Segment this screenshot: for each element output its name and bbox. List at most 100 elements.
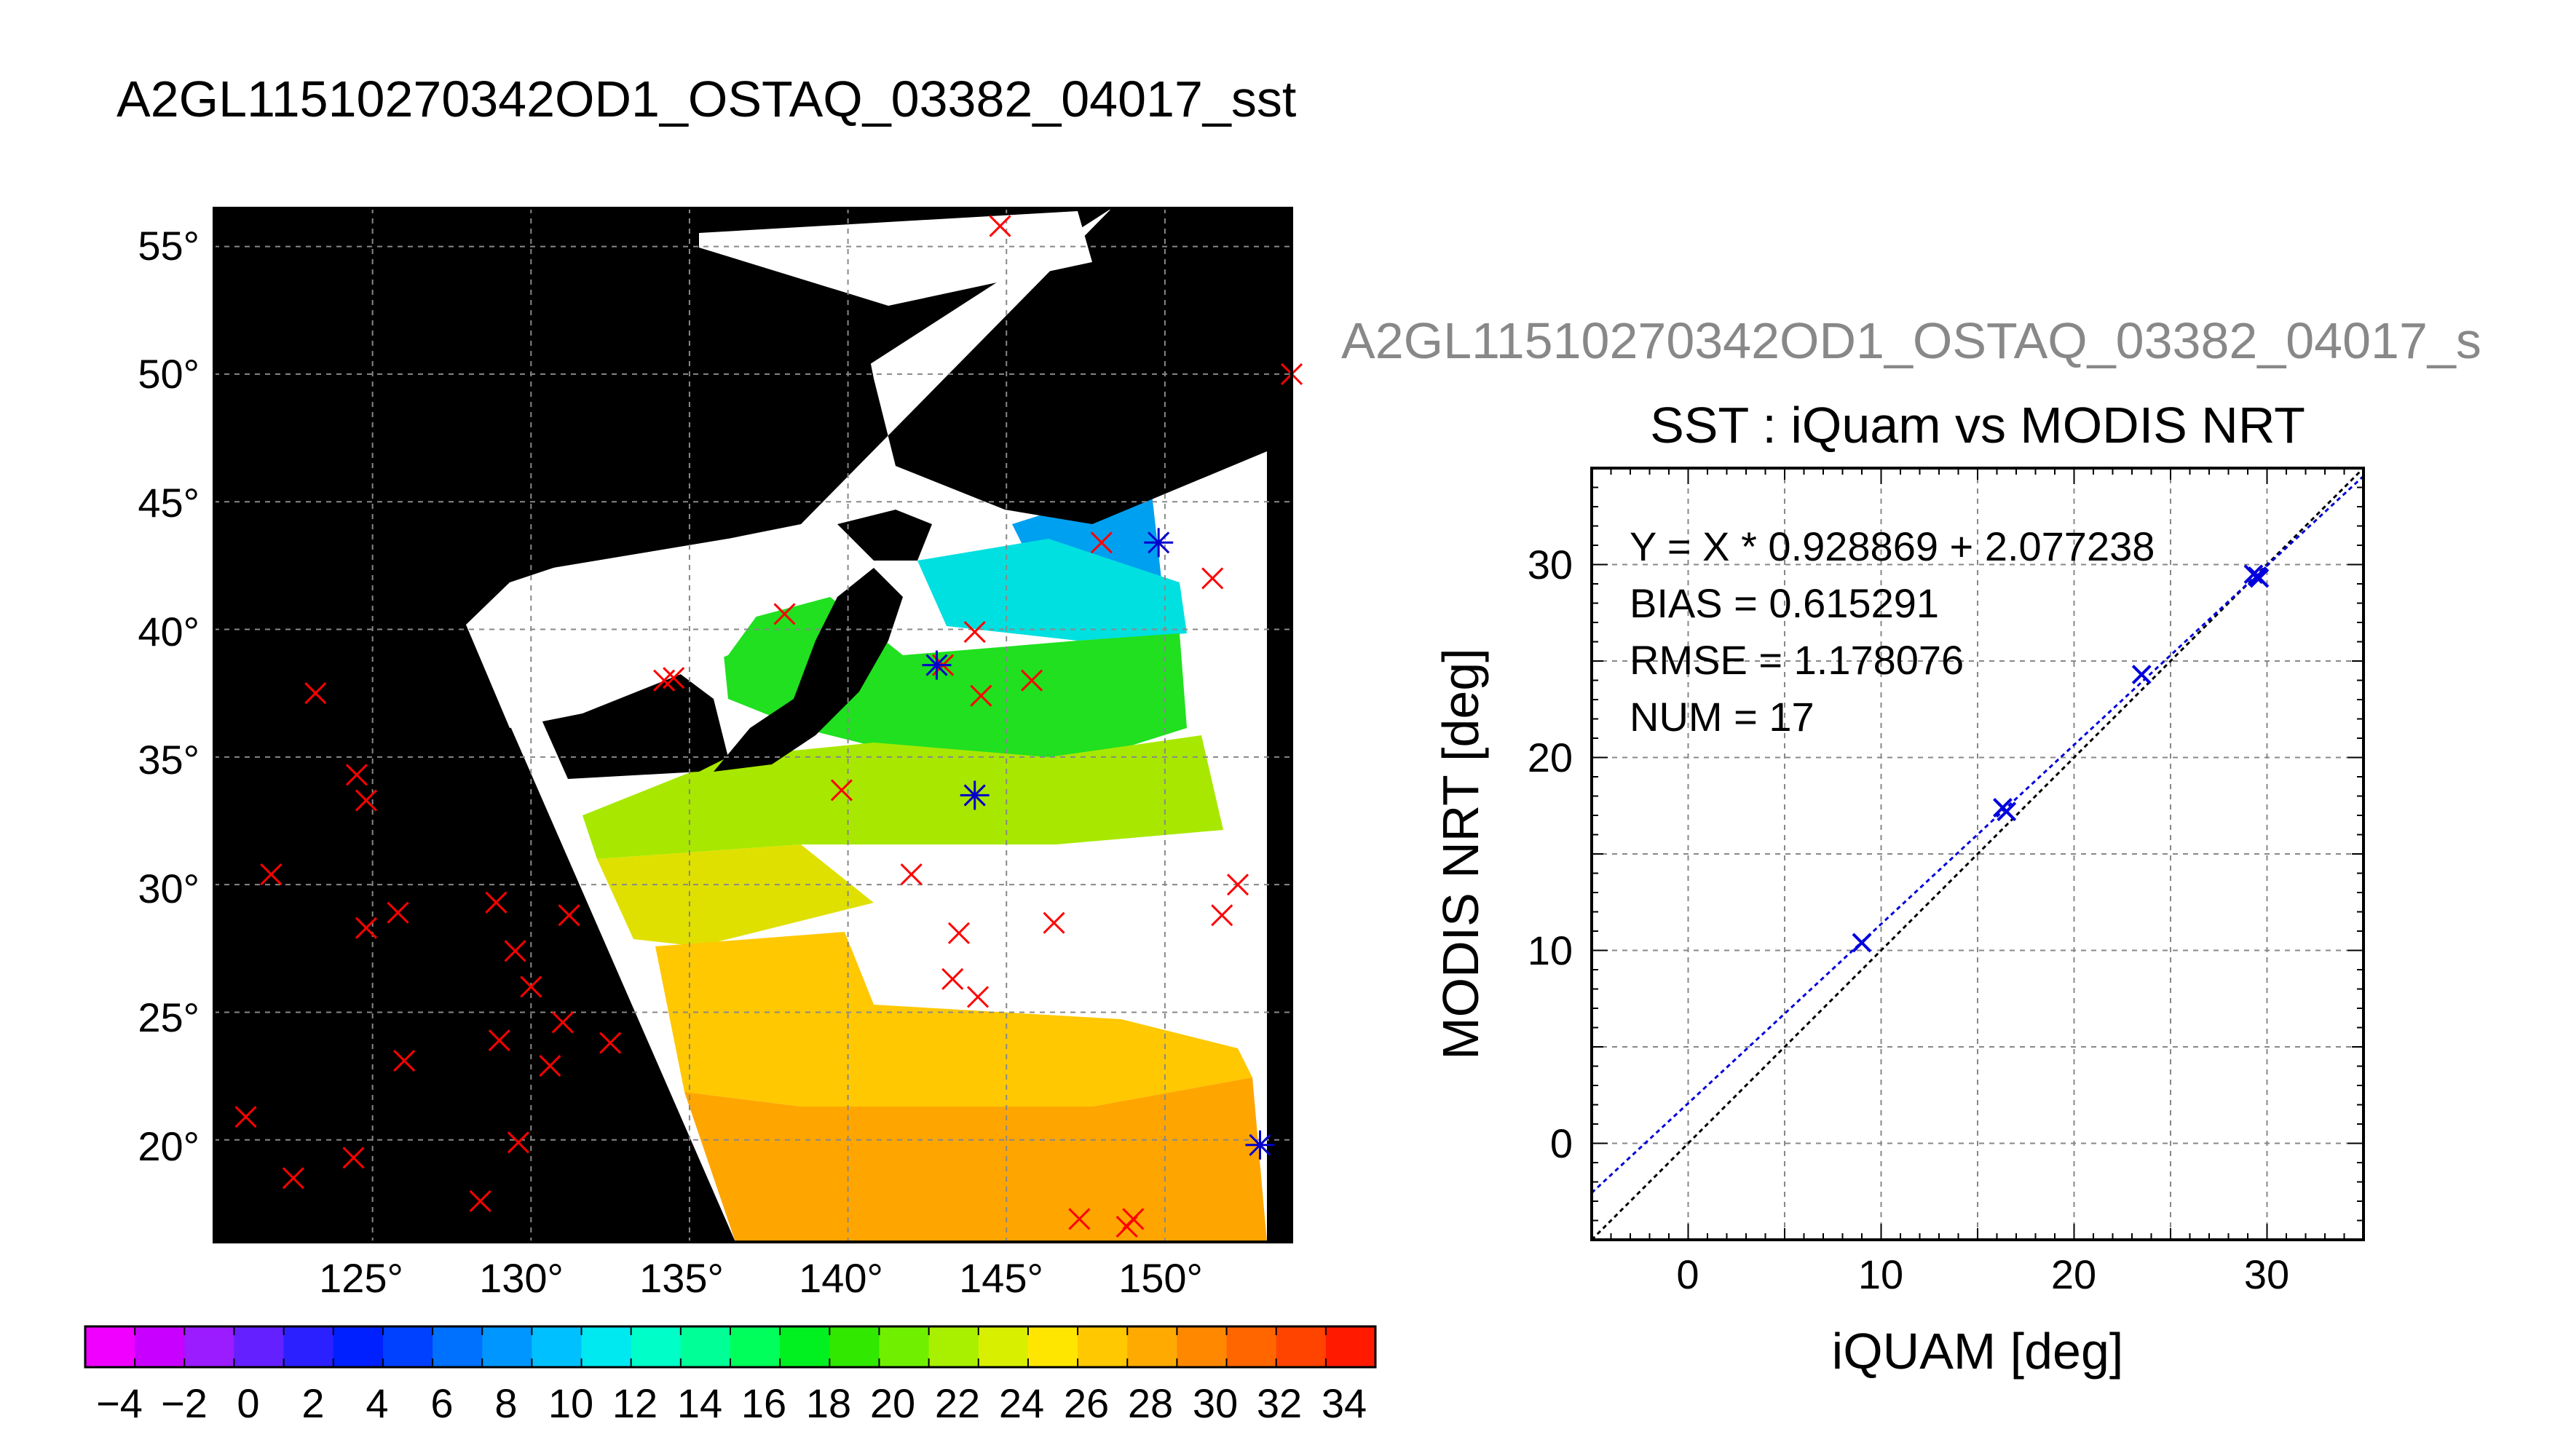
colorbar-swatch — [1226, 1326, 1277, 1367]
buoy-marker — [355, 789, 378, 812]
colorbar-swatch — [829, 1326, 880, 1367]
buoy-marker — [947, 922, 971, 944]
lat-label-50: 50° — [138, 351, 200, 397]
scatter-panel: A2GL11510270342OD1_OSTAQ_03382_04017_s S… — [1341, 312, 2481, 1380]
colorbar-swatch — [283, 1326, 334, 1367]
colorbar-swatch — [1325, 1326, 1376, 1367]
buoy-marker — [558, 904, 580, 927]
sst-region-cool — [917, 539, 1187, 641]
matchup-marker — [1144, 528, 1174, 558]
scatter-point — [1852, 933, 1872, 953]
map-panel: 55° 50° 45° 40° 35° 30° 25° 20° 125° 130… — [138, 207, 1303, 1301]
lon-label-130: 130° — [479, 1255, 564, 1301]
colorbar-swatch — [234, 1326, 285, 1367]
buoy-marker — [599, 1032, 622, 1054]
colorbar-label: 18 — [806, 1380, 851, 1426]
buoy-marker — [260, 863, 283, 886]
colorbar-label: −2 — [161, 1380, 208, 1426]
scatter-point — [2131, 665, 2152, 684]
cloud-patch-north — [699, 211, 1092, 306]
scatter-cut-title: A2GL11510270342OD1_OSTAQ_03382_04017_s — [1341, 312, 2481, 369]
colorbar: −4 −2 0 2 4 6 8 10 12 14 16 18 20 22 24 … — [84, 1325, 1377, 1426]
x-tick-label: 0 — [1676, 1251, 1699, 1297]
map-grid — [214, 208, 1292, 1242]
matchup-marker — [960, 780, 990, 810]
lon-label-135: 135° — [639, 1255, 724, 1301]
lon-label-150: 150° — [1118, 1255, 1203, 1301]
stats-num: NUM = 17 — [1630, 694, 1814, 740]
colorbar-label: 14 — [677, 1380, 722, 1426]
colorbar-label: 0 — [237, 1380, 259, 1426]
y-tick-label: 20 — [1528, 735, 1573, 780]
scatter-grid — [1592, 468, 2364, 1240]
lat-label-20: 20° — [138, 1123, 200, 1169]
scatter-y-tick-labels: 0 10 20 30 — [1528, 542, 1573, 1166]
colorbar-label: 16 — [741, 1380, 786, 1426]
buoy-marker — [1211, 904, 1233, 927]
buoy-marker — [1020, 669, 1043, 692]
colorbar-swatch — [928, 1326, 979, 1367]
colorbar-label: 10 — [548, 1380, 593, 1426]
stats-regression: Y = X * 0.928869 + 2.077238 — [1630, 523, 2155, 569]
colorbar-swatch — [333, 1326, 384, 1367]
colorbar-swatch — [1127, 1326, 1177, 1367]
buoy-marker — [941, 968, 964, 990]
colorbar-swatch — [680, 1326, 731, 1367]
lon-label-125: 125° — [319, 1255, 403, 1301]
buoy-marker — [1115, 1215, 1138, 1238]
lat-label-45: 45° — [138, 480, 200, 526]
land-asia-mainland — [466, 208, 1267, 625]
buoy-marker — [485, 891, 508, 914]
sst-region-light-orange — [655, 932, 1252, 1107]
colorbar-swatch — [1078, 1326, 1128, 1367]
colorbar-swatch — [780, 1326, 830, 1367]
lat-label-55: 55° — [138, 223, 200, 269]
buoy-marker — [1068, 1208, 1091, 1230]
map-markers — [234, 215, 1303, 1238]
colorbar-label: −4 — [96, 1380, 143, 1426]
buoy-marker — [488, 1029, 510, 1052]
sst-region-yellow — [597, 844, 874, 946]
colorbar-swatch — [532, 1326, 583, 1367]
colorbar-swatch — [433, 1326, 483, 1367]
lat-label-35: 35° — [138, 737, 200, 783]
buoy-marker — [282, 1167, 304, 1190]
colorbar-label: 8 — [494, 1380, 517, 1426]
colorbar-swatch — [184, 1326, 234, 1367]
x-tick-label: 10 — [1858, 1251, 1903, 1297]
buoy-marker — [773, 603, 796, 625]
colorbar-label: 4 — [366, 1380, 388, 1426]
y-tick-label: 30 — [1528, 542, 1573, 587]
colorbar-swatch — [879, 1326, 930, 1367]
matchup-marker — [1245, 1130, 1275, 1160]
x-tick-label: 20 — [2051, 1251, 2096, 1297]
scatter-points — [1852, 564, 2270, 953]
buoy-marker — [830, 779, 853, 802]
map-lon-labels: 125° 130° 135° 140° 145° 150° — [319, 1255, 1203, 1301]
colorbar-swatch — [1177, 1326, 1228, 1367]
buoy-marker — [304, 682, 327, 705]
scatter-stats: Y = X * 0.928869 + 2.077238 BIAS = 0.615… — [1630, 523, 2155, 740]
stats-rmse: RMSE = 1.178076 — [1630, 637, 1964, 683]
x-tick-label: 30 — [2244, 1251, 2289, 1297]
colorbar-swatch — [631, 1326, 682, 1367]
colorbar-swatch — [382, 1326, 433, 1367]
lat-label-25: 25° — [138, 994, 200, 1040]
colorbar-swatch — [1276, 1326, 1327, 1367]
buoy-marker — [520, 976, 542, 998]
map-lat-labels: 55° 50° 45° 40° 35° 30° 25° 20° — [138, 223, 200, 1169]
buoy-marker — [469, 1190, 491, 1212]
sst-region-orange — [684, 1077, 1267, 1242]
buoy-marker — [355, 917, 378, 939]
buoy-marker — [663, 667, 685, 689]
matchup-marker — [922, 650, 952, 680]
map-frame — [213, 207, 1293, 1243]
colorbar-label: 26 — [1064, 1380, 1109, 1426]
buoy-marker — [345, 764, 368, 786]
colorbar-labels: −4 −2 0 2 4 6 8 10 12 14 16 18 20 22 24 … — [96, 1380, 1367, 1426]
y-tick-label: 10 — [1528, 927, 1573, 973]
buoy-marker — [234, 1106, 257, 1128]
one-to-one-line — [1592, 468, 2364, 1240]
colorbar-label: 6 — [430, 1380, 453, 1426]
buoy-marker — [539, 1055, 561, 1077]
